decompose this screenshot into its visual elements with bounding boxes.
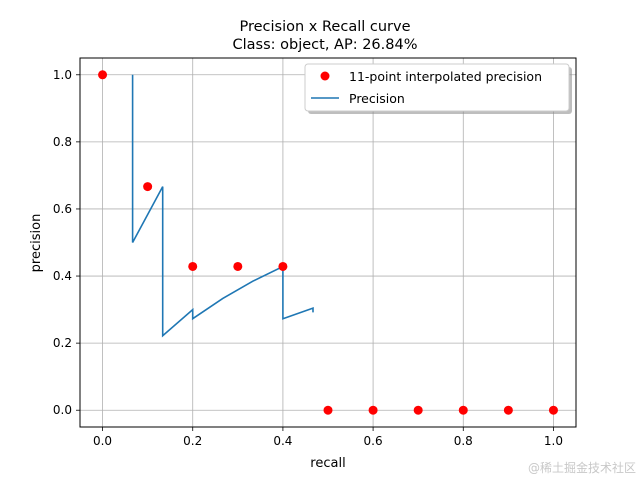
legend-label-precision: Precision — [349, 91, 405, 106]
y-tick-label: 0.4 — [53, 269, 72, 283]
interpolated-point — [368, 405, 378, 415]
legend-label-interpolated: 11-point interpolated precision — [349, 69, 542, 84]
interpolated-point — [278, 261, 288, 271]
x-tick-label: 0.0 — [93, 434, 112, 448]
interpolated-point — [98, 70, 108, 80]
y-tick-label: 0.8 — [53, 135, 72, 149]
y-tick-label: 0.2 — [53, 336, 72, 350]
chart-title: Precision x Recall curve — [240, 19, 411, 35]
interpolated-point — [458, 405, 468, 415]
interpolated-point — [188, 261, 198, 271]
x-tick-label: 0.2 — [183, 434, 202, 448]
interpolated-precision-series — [98, 70, 558, 415]
legend-marker-interpolated — [320, 71, 330, 81]
plot-frame — [79, 57, 577, 428]
precision-line — [131, 74, 314, 338]
precision-series — [131, 74, 314, 338]
x-axis-ticks: 0.0 0.2 0.4 0.6 0.8 1.0 — [93, 427, 563, 448]
y-axis-ticks: 0.0 0.2 0.4 0.6 0.8 1.0 — [53, 68, 80, 417]
y-tick-label: 0.0 — [53, 403, 72, 417]
interpolated-point — [143, 182, 153, 192]
grid-lines — [80, 58, 576, 427]
y-axis-label: precision — [29, 214, 44, 273]
interpolated-point — [233, 261, 243, 271]
legend-box — [304, 63, 570, 112]
x-tick-label: 0.4 — [273, 434, 292, 448]
x-tick-label: 1.0 — [544, 434, 563, 448]
interpolated-point — [323, 405, 333, 415]
y-tick-label: 0.6 — [53, 202, 72, 216]
y-tick-label: 1.0 — [53, 68, 72, 82]
interpolated-point — [503, 405, 513, 415]
chart-subtitle: Class: object, AP: 26.84% — [233, 37, 418, 53]
watermark: @稀土掘金技术社区 — [528, 460, 636, 475]
legend: 11-point interpolated precision Precisio… — [304, 63, 572, 114]
x-axis-label: recall — [310, 456, 345, 471]
interpolated-point — [413, 405, 423, 415]
x-tick-label: 0.6 — [364, 434, 383, 448]
interpolated-point — [548, 405, 558, 415]
x-tick-label: 0.8 — [454, 434, 473, 448]
